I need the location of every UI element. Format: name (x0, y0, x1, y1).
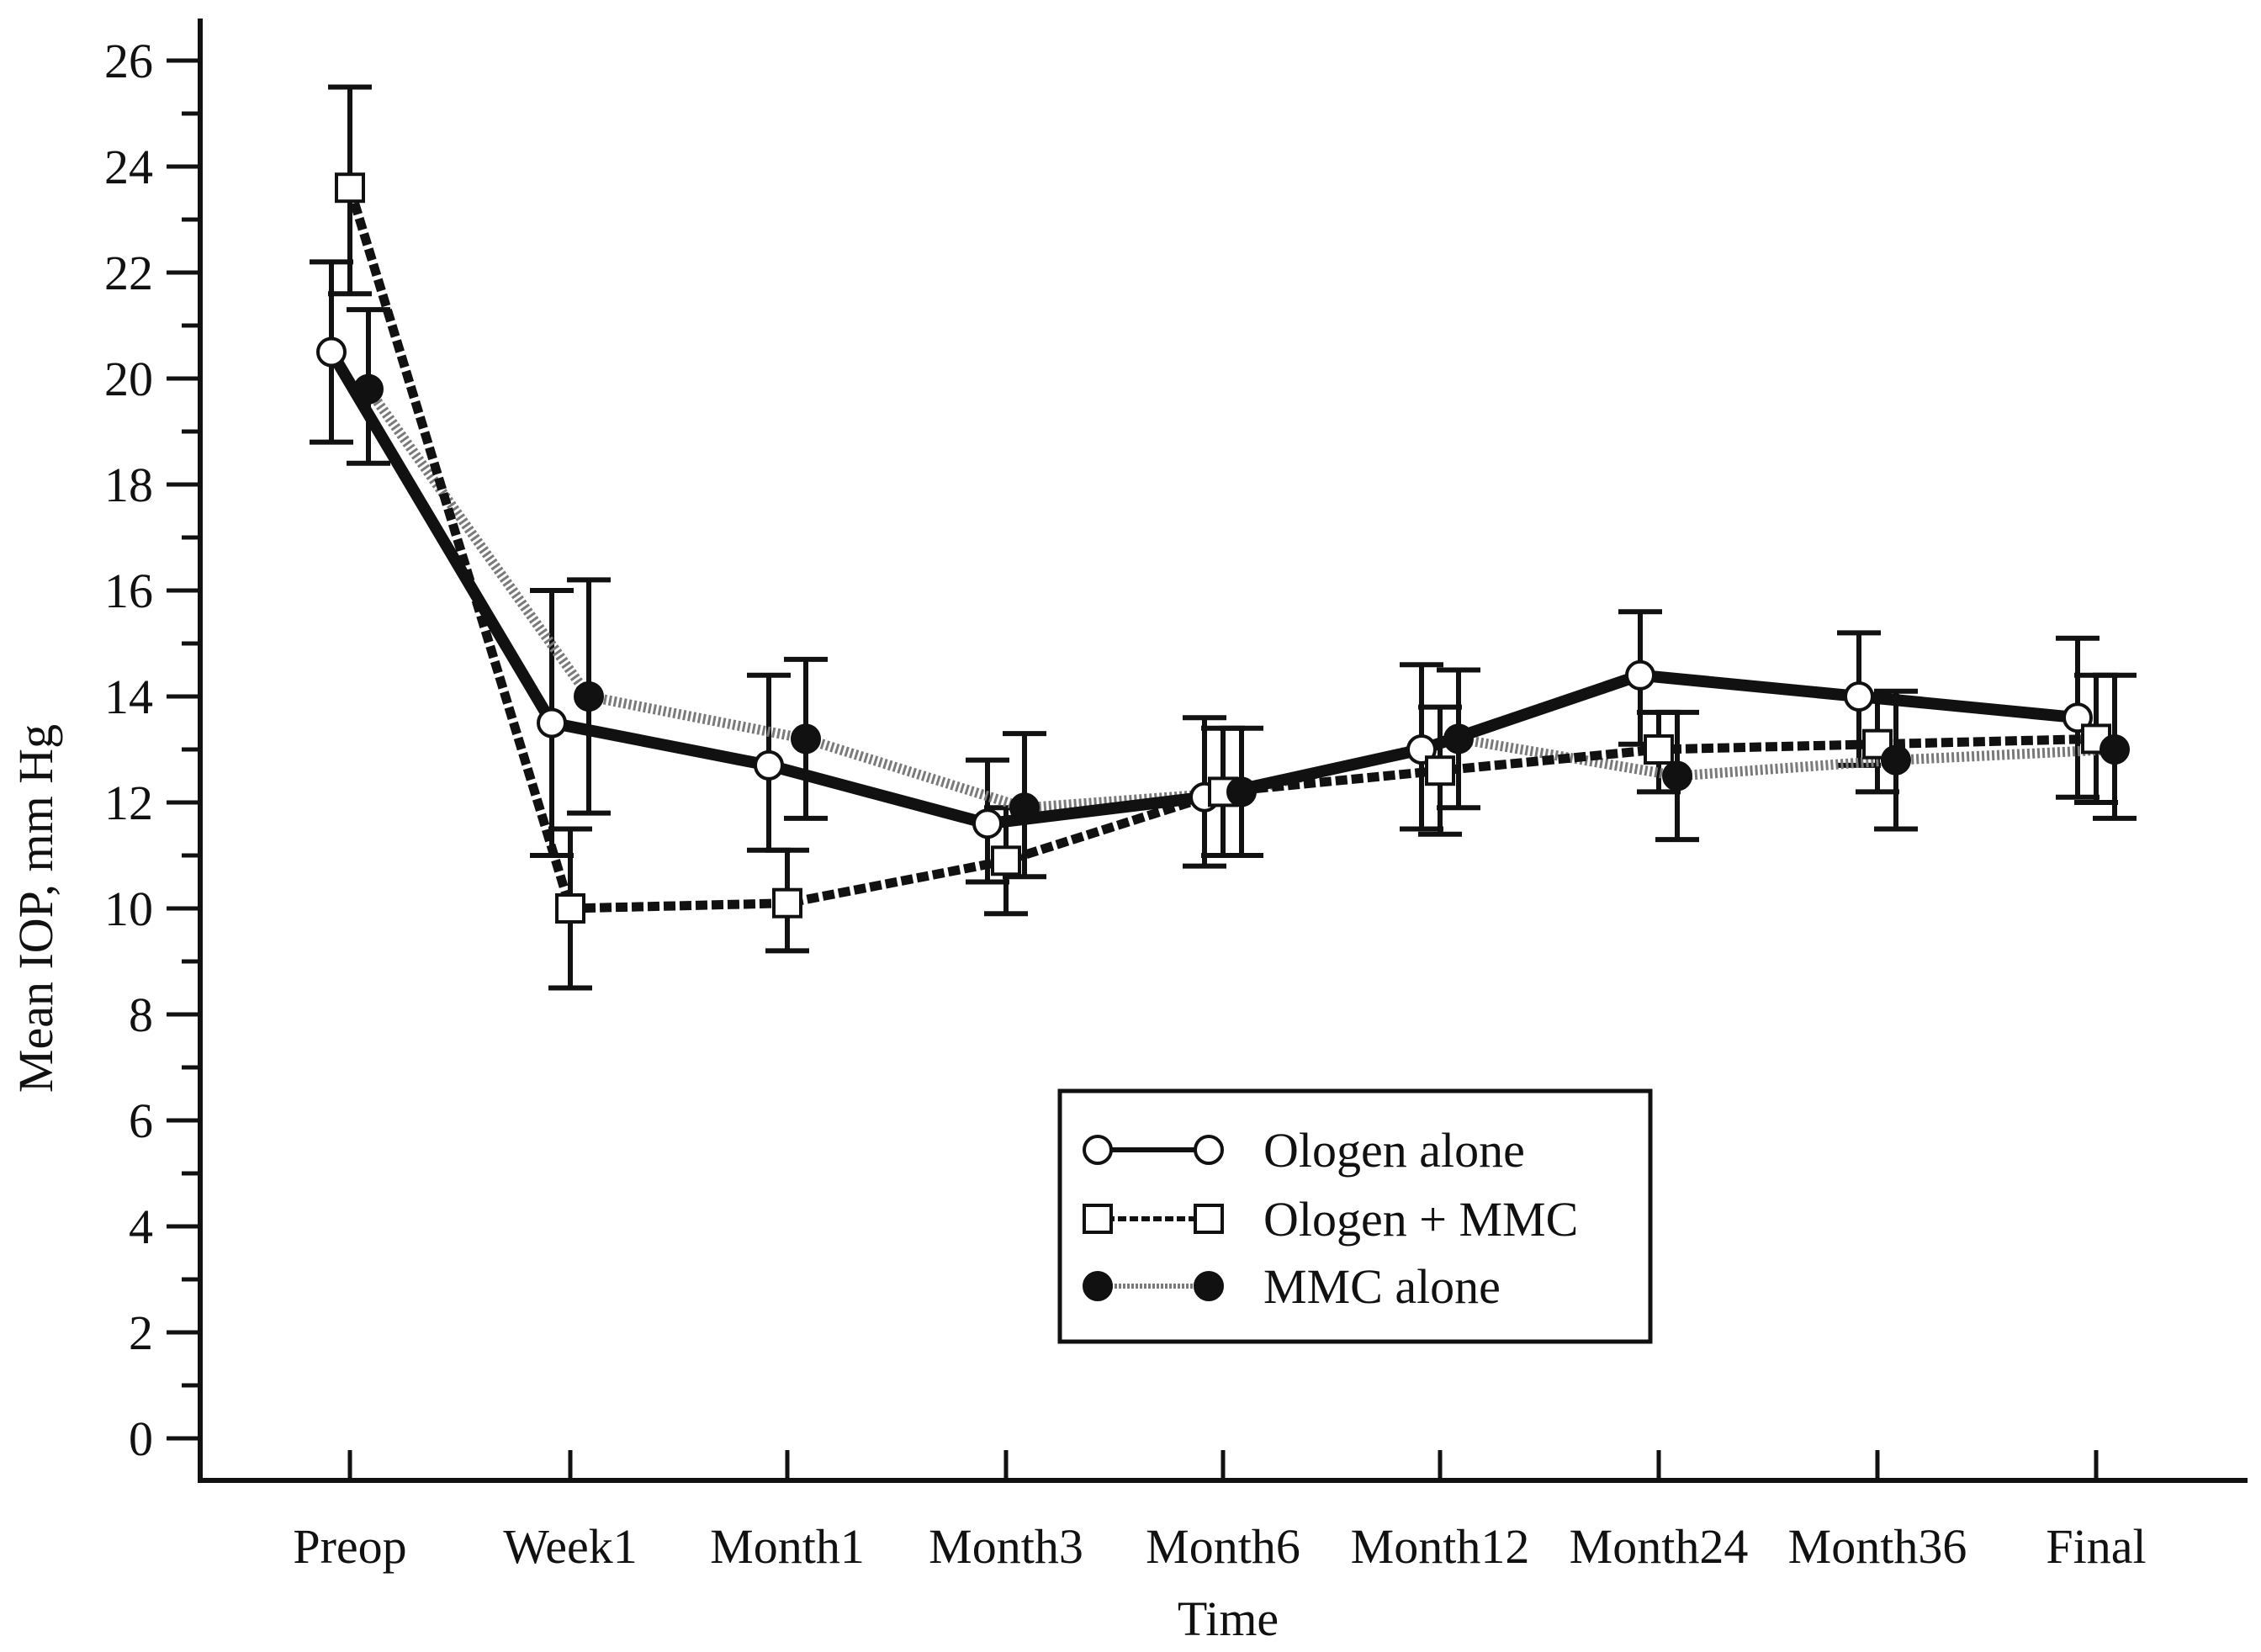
y-tick-label: 16 (104, 564, 153, 618)
x-tick-label-month12: Month12 (1351, 1519, 1530, 1574)
y-tick-label: 2 (129, 1305, 153, 1360)
y-tick-label: 8 (129, 987, 153, 1042)
y-tick-label: 18 (104, 458, 153, 512)
data-point (1009, 792, 1040, 823)
legend-marker (1194, 1204, 1224, 1234)
x-tick-label-week1: Week1 (503, 1519, 638, 1574)
data-point (1625, 659, 1655, 691)
data-point (316, 336, 347, 368)
y-tick-label: 6 (129, 1093, 153, 1148)
data-point (2100, 734, 2130, 765)
y-tick-label: 22 (104, 246, 153, 300)
x-tick-label-month3: Month3 (929, 1519, 1083, 1574)
data-point (1443, 723, 1474, 755)
x-tick-label-preop: Preop (293, 1519, 406, 1574)
series-layer (310, 84, 2137, 991)
legend-label: MMC alone (1263, 1259, 1501, 1314)
data-point (791, 723, 821, 755)
x-ticks: Preop Week1 Month1 Month3 Month6 Month12 Month… (293, 1450, 2147, 1574)
legend-marker (1194, 1135, 1224, 1165)
data-point (353, 373, 384, 405)
markers-2 (353, 373, 2130, 823)
y-tick-label: 24 (104, 140, 153, 194)
legend: Ologen alone Ologen + MMC MMC alone (1057, 1088, 1653, 1344)
data-point (754, 749, 784, 781)
data-point (1425, 755, 1455, 786)
y-tick-label: 14 (104, 670, 153, 724)
legend-marker (1194, 1271, 1224, 1301)
y-tick-label: 26 (104, 34, 153, 88)
data-point (991, 845, 1021, 876)
y-tick-label: 20 (104, 352, 153, 406)
data-point (555, 893, 585, 924)
x-tick-label-month24: Month24 (1570, 1519, 1749, 1574)
x-tick-label-month6: Month6 (1146, 1519, 1300, 1574)
y-tick-label: 10 (104, 882, 153, 936)
legend-marker (1083, 1135, 1113, 1165)
y-tick-label: 12 (104, 776, 153, 830)
series-line-ologen-mmc (345, 186, 2097, 913)
y-tick-label: 4 (129, 1199, 153, 1254)
y-axis-title: Mean IOP, mm Hg (8, 724, 63, 1093)
x-tick-label-month36: Month36 (1788, 1519, 1967, 1574)
data-point (537, 707, 567, 739)
data-point (1844, 681, 1874, 712)
data-point (972, 808, 1003, 839)
data-point (772, 887, 802, 919)
data-point (574, 681, 604, 712)
legend-marker (1083, 1271, 1113, 1301)
legend-label: Ologen alone (1263, 1123, 1525, 1178)
y-tick-label: 0 (129, 1411, 153, 1466)
data-point (1881, 744, 1911, 776)
legend-marker (1083, 1204, 1113, 1234)
error-bars-1 (328, 84, 2118, 991)
legend-label: Ologen + MMC (1263, 1192, 1578, 1247)
x-tick-label-final: Final (2046, 1519, 2146, 1574)
data-point (1226, 776, 1257, 807)
x-axis-title: Time (1178, 1591, 1279, 1646)
data-point (335, 172, 365, 204)
data-point (1862, 728, 1893, 760)
data-point (1662, 760, 1692, 792)
x-tick-label-month1: Month1 (710, 1519, 865, 1574)
data-point (1644, 734, 1674, 765)
